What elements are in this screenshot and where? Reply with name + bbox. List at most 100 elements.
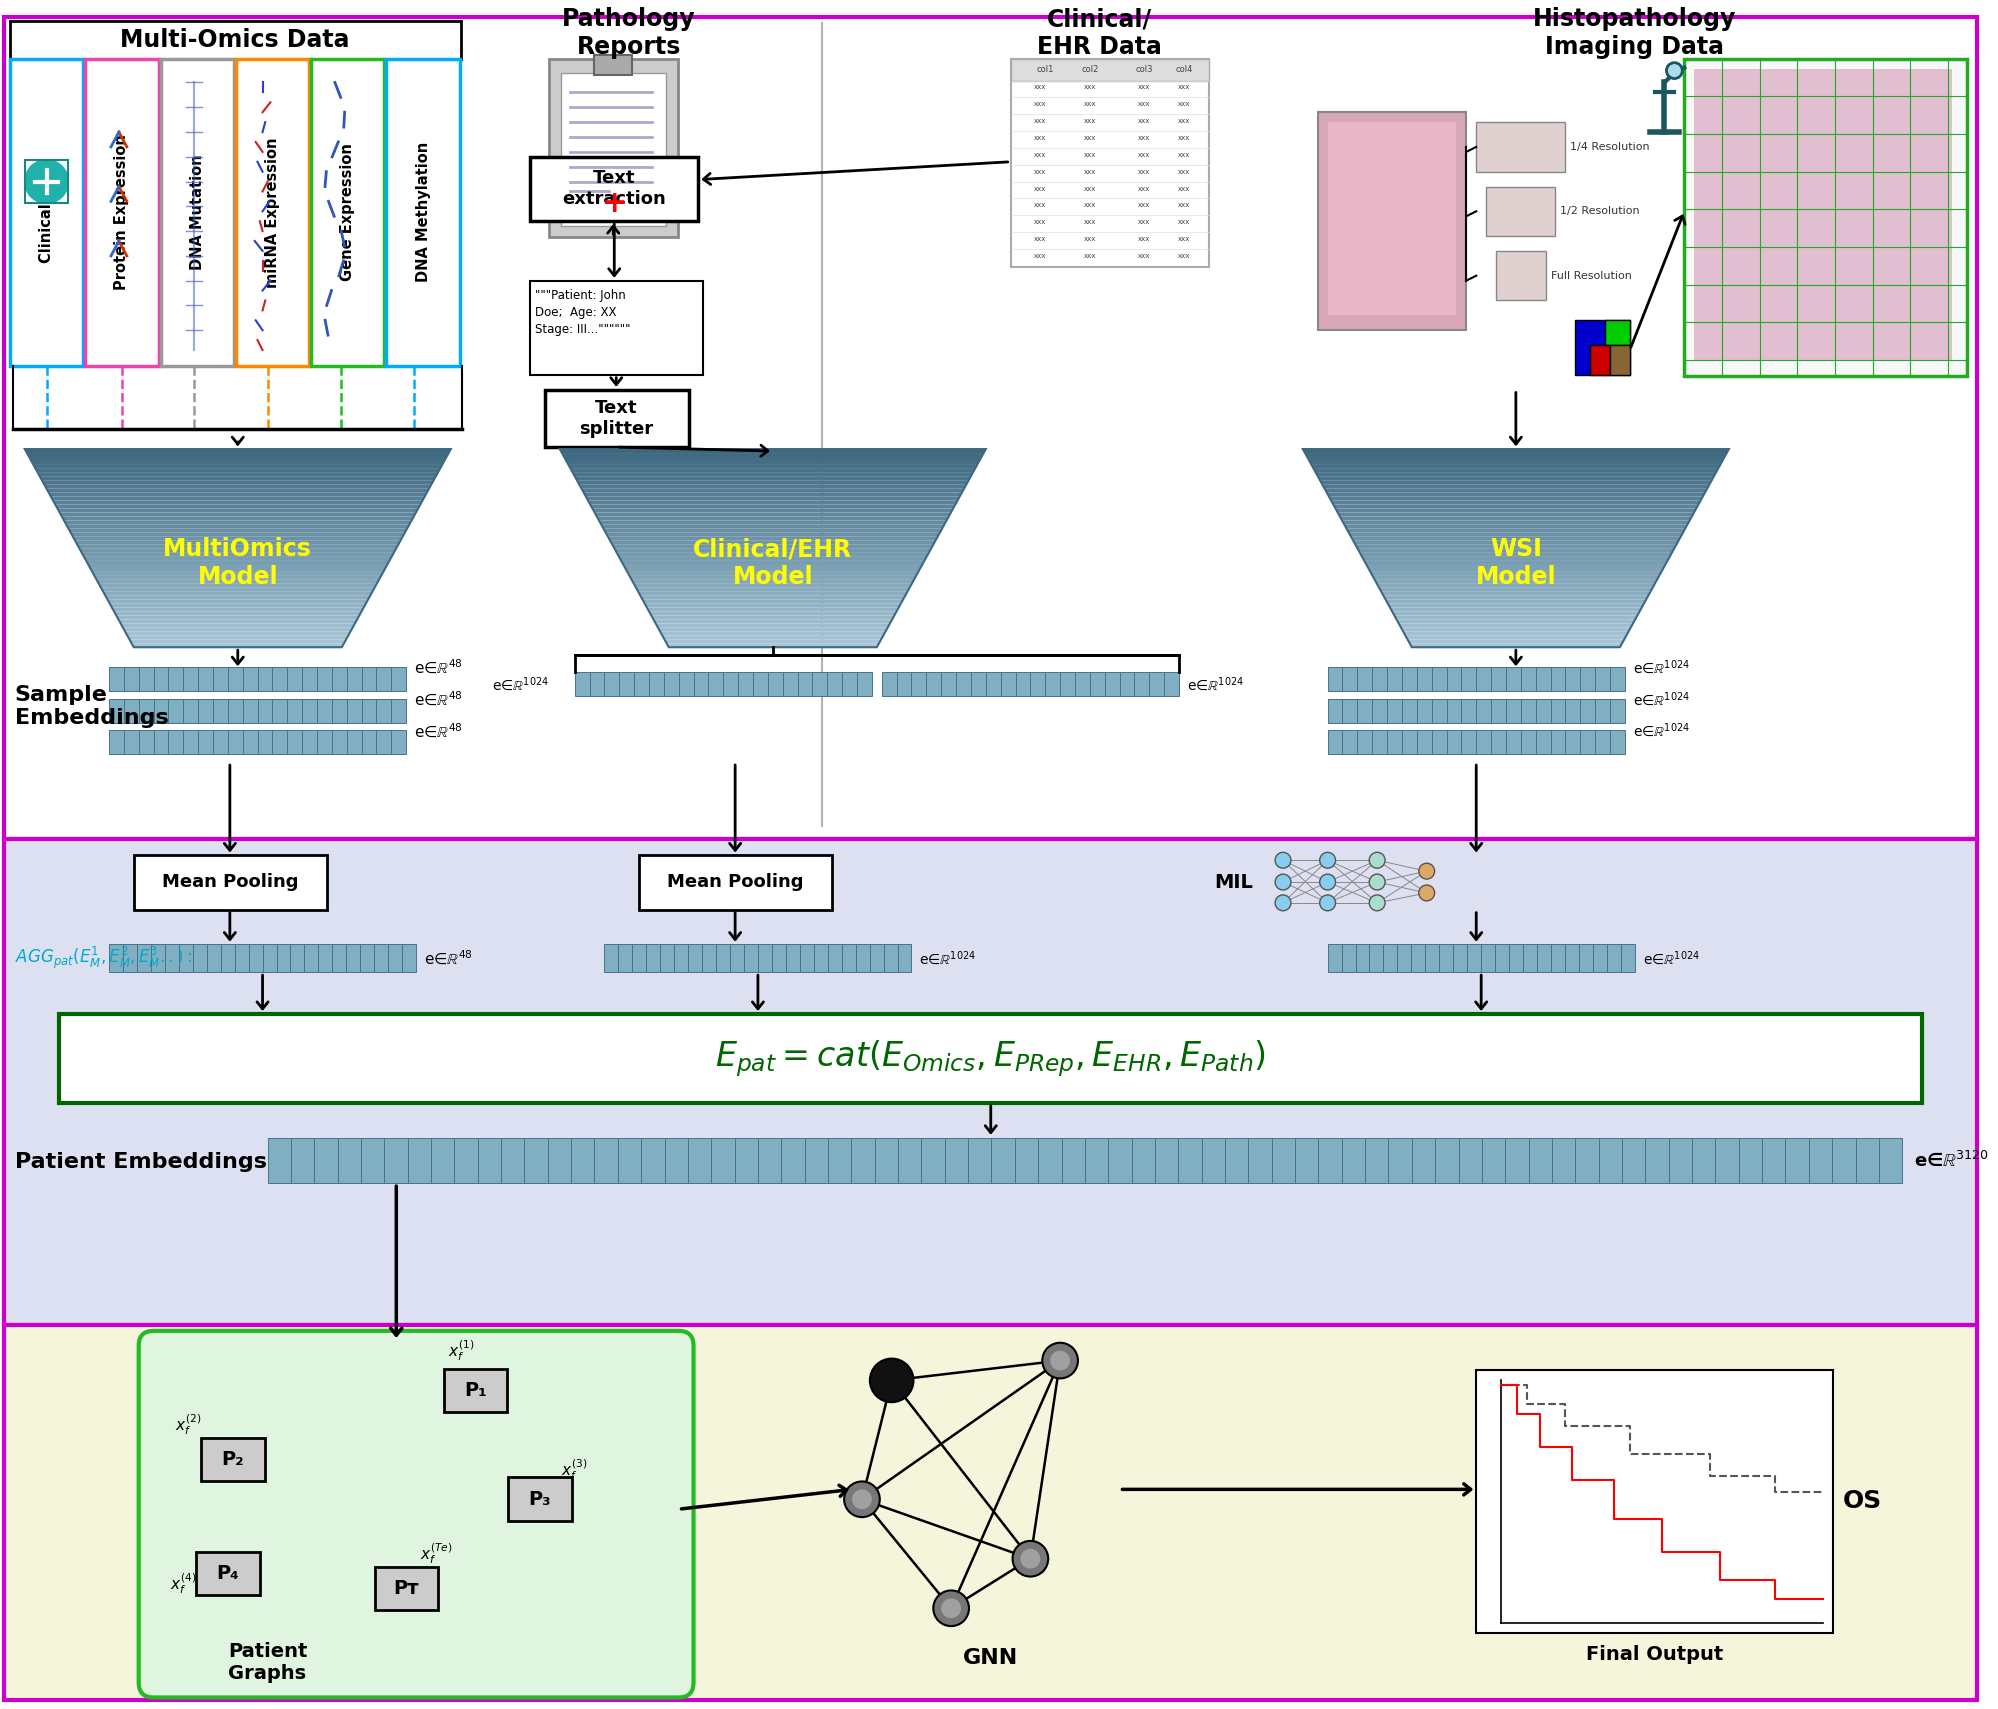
Bar [4,17,1976,839]
Polygon shape [1387,603,1642,608]
Bar [346,699,362,723]
Bar [288,699,302,723]
Polygon shape [1377,584,1654,588]
Bar [673,945,687,972]
Text: $x_f^{(2)}$: $x_f^{(2)}$ [176,1413,202,1437]
Polygon shape [583,492,961,497]
Bar [318,667,332,690]
Bar [757,1138,781,1183]
Bar [1475,1371,1832,1634]
Bar [1832,1138,1854,1183]
Polygon shape [32,461,444,465]
Polygon shape [561,453,983,456]
Bar [1564,945,1578,972]
Bar [384,1138,408,1183]
Text: xxx: xxx [1083,202,1095,208]
Bar [785,945,799,972]
Circle shape [1666,63,1682,79]
Text: Patient
Graphs: Patient Graphs [228,1642,308,1683]
Text: xxx: xxx [1177,101,1189,108]
Text: Sample
Embeddings: Sample Embeddings [14,685,168,728]
Polygon shape [647,608,899,612]
Bar [991,1138,1015,1183]
Bar [663,672,679,696]
Bar [967,1138,991,1183]
Bar [781,1138,805,1183]
Bar [925,672,941,696]
Polygon shape [1343,525,1686,528]
Bar [138,667,154,690]
Bar [811,672,827,696]
Bar [1387,699,1401,723]
Bar [805,1138,827,1183]
Polygon shape [655,624,889,627]
Bar [1467,945,1481,972]
Bar [374,945,388,972]
Bar [501,1138,523,1183]
Bar [360,945,374,972]
Circle shape [941,1598,961,1618]
Bar [1417,699,1431,723]
Polygon shape [653,619,891,624]
Bar [1504,730,1520,754]
Bar [374,1567,438,1610]
Text: e∈$\mathbb{R}^{48}$: e∈$\mathbb{R}^{48}$ [424,948,474,967]
Bar [911,672,925,696]
Bar [1131,1138,1155,1183]
Polygon shape [601,525,943,528]
Bar [110,945,124,972]
Polygon shape [128,636,348,639]
Polygon shape [72,537,404,540]
Bar [985,672,1001,696]
Polygon shape [54,501,422,504]
Text: xxx: xxx [1177,169,1189,174]
Bar [1504,1138,1528,1183]
Polygon shape [663,639,881,643]
Text: xxx: xxx [1083,118,1095,125]
Text: """Patient: John: """Patient: John [535,289,625,302]
Bar [362,667,376,690]
Polygon shape [577,480,967,485]
Text: $AGG_{pat}(E^1_M,E^2_M,E^3_M..):$: $AGG_{pat}(E^1_M,E^2_M,E^3_M..):$ [14,945,192,971]
Polygon shape [102,588,374,591]
Text: Mean Pooling: Mean Pooling [162,873,298,890]
Bar [332,699,346,723]
Polygon shape [126,631,350,636]
Polygon shape [639,596,905,600]
Bar [1247,1138,1271,1183]
Polygon shape [567,465,977,468]
Polygon shape [593,513,951,516]
Polygon shape [60,513,416,516]
Bar [1714,1138,1738,1183]
Bar [318,730,332,754]
Bar [4,1324,1976,1700]
Text: Text
extraction: Text extraction [561,169,665,208]
Bar [1668,1138,1690,1183]
Polygon shape [1383,596,1648,600]
Polygon shape [98,584,376,588]
Bar [603,945,617,972]
Bar [160,58,234,366]
Polygon shape [48,492,428,497]
Polygon shape [637,591,907,596]
Polygon shape [581,489,963,492]
Bar [288,730,302,754]
Text: xxx: xxx [1033,152,1047,157]
Polygon shape [58,509,418,513]
Bar [1319,1138,1341,1183]
Bar [1604,320,1628,345]
Bar [198,730,214,754]
Polygon shape [1371,573,1660,576]
Bar [332,667,346,690]
Text: $x_f^{(Te)}$: $x_f^{(Te)}$ [420,1542,452,1565]
Bar [723,672,737,696]
Text: xxx: xxx [1137,84,1151,91]
Text: Mean Pooling: Mean Pooling [667,873,803,890]
Bar [268,1138,292,1183]
Polygon shape [108,600,368,603]
Bar [1371,699,1387,723]
Text: col2: col2 [1081,65,1099,73]
Bar [1475,730,1491,754]
Bar [376,699,392,723]
Polygon shape [1315,473,1714,477]
